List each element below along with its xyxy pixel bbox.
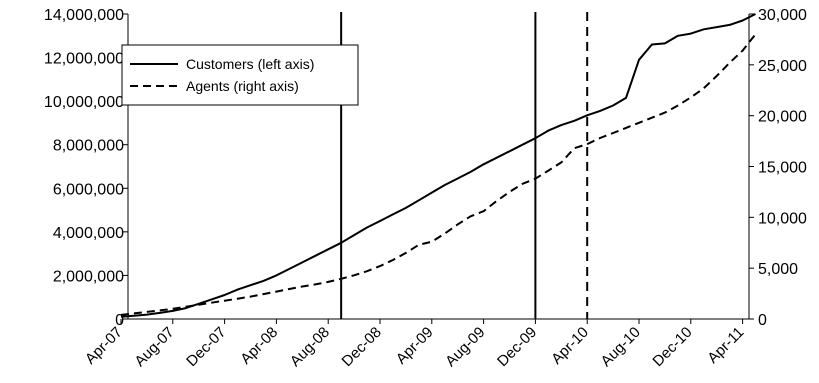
right-axis-tick-label: 10,000	[758, 210, 807, 227]
customers-line	[120, 13, 756, 318]
x-axis-tick-label: Dec-09	[494, 324, 540, 370]
legend: Customers (left axis) Agents (right axis)	[121, 44, 359, 106]
x-axis-tick-label: Dec-08	[339, 324, 385, 370]
x-axis-tick-label: Apr-08	[237, 324, 281, 368]
right-axis-tick-label: 0	[758, 312, 767, 329]
right-axis-tick-label: 30,000	[758, 7, 807, 24]
left-axis-tick-label: 10,000,000	[44, 94, 124, 111]
left-axis-tick-label: 14,000,000	[44, 7, 124, 24]
x-axis-tick-label: Apr-07	[82, 324, 126, 368]
agents-line	[120, 33, 757, 316]
right-axis-tick-label: 15,000	[758, 160, 807, 177]
right-axis-tick-label: 25,000	[758, 58, 807, 75]
event-lines	[340, 12, 589, 319]
left-axis-tick-label: 12,000,000	[44, 51, 124, 68]
x-axis-tick-label: Aug-08	[287, 324, 333, 370]
left-axis-tick-label: 2,000,000	[53, 268, 124, 285]
left-axis-tick-label: 0	[115, 312, 124, 329]
x-axis-tick-label: Apr-09	[393, 324, 437, 368]
left-axis-tick-label: 6,000,000	[53, 181, 124, 198]
legend-box	[121, 44, 359, 106]
left-axis-tick-label: 8,000,000	[53, 138, 124, 155]
x-axis-tick-label: Apr-10	[548, 324, 592, 368]
x-axis-tick-label: Apr-11	[704, 324, 747, 367]
legend-label: Agents (right axis)	[186, 78, 299, 94]
series-lines	[120, 13, 757, 318]
x-axis-tick-label: Dec-07	[183, 324, 229, 370]
x-axis-tick-label: Dec-10	[649, 324, 695, 370]
x-axis-tick-label: Aug-09	[442, 324, 488, 370]
right-axis-tick-label: 20,000	[758, 109, 807, 126]
right-axis-tick-label: 5,000	[758, 261, 798, 278]
legend-label: Customers (left axis)	[186, 56, 314, 72]
x-axis-tick-label: Aug-10	[598, 324, 644, 370]
x-axis-tick-label: Aug-07	[131, 324, 177, 370]
left-axis-tick-label: 4,000,000	[53, 225, 124, 242]
